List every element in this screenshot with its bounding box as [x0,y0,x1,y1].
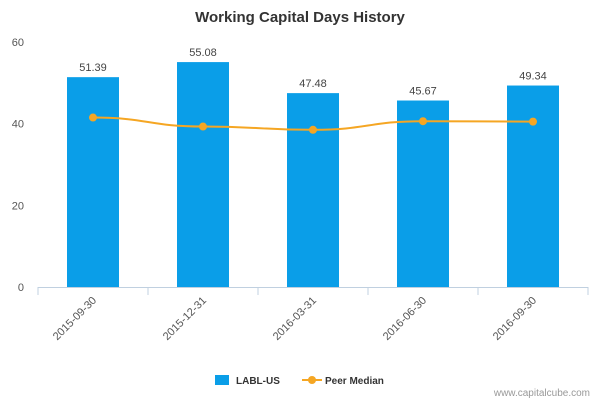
bar-data-label: 47.48 [299,78,327,90]
peer-median-point [529,117,537,126]
x-tick-label: 2016-03-31 [271,295,319,343]
y-tick-label: 20 [12,200,24,212]
peer-median-point [89,113,97,122]
y-tick-label: 0 [18,282,24,294]
credit-text: www.capitalcube.com [493,388,590,399]
x-tick-label: 2016-06-30 [381,295,429,343]
bar [287,93,339,287]
bar [177,62,229,288]
legend-label-line: Peer Median [325,376,384,387]
y-tick-label: 60 [12,37,24,49]
legend-swatch-marker [308,376,316,384]
bar-data-label: 45.67 [409,86,437,98]
x-axis: 2015-09-30 2015-12-31 2016-03-31 2016-06-30… [37,287,589,343]
bar [507,85,559,287]
x-tick-label: 2016-09-30 [491,295,539,343]
legend-label-bar: LABL-US [236,376,280,387]
bar [67,77,119,287]
peer-median-point [419,117,427,126]
peer-median-point [309,125,317,134]
line-series [89,113,537,134]
bar-series: 51.39 55.08 47.48 45.67 49.34 [67,47,559,288]
legend: LABL-US Peer Median [215,375,384,387]
y-tick-label: 40 [12,119,24,131]
bar-data-label: 49.34 [519,71,547,83]
y-axis: 0 20 40 60 [12,37,24,294]
peer-median-point [199,122,207,131]
x-tick-label: 2015-09-30 [51,295,99,343]
bar [397,100,449,288]
x-tick-label: 2015-12-31 [161,295,209,343]
legend-swatch-bar [215,375,229,385]
chart-title: Working Capital Days History [195,9,405,26]
bar-data-label: 55.08 [189,47,217,59]
bar-data-label: 51.39 [79,62,107,74]
